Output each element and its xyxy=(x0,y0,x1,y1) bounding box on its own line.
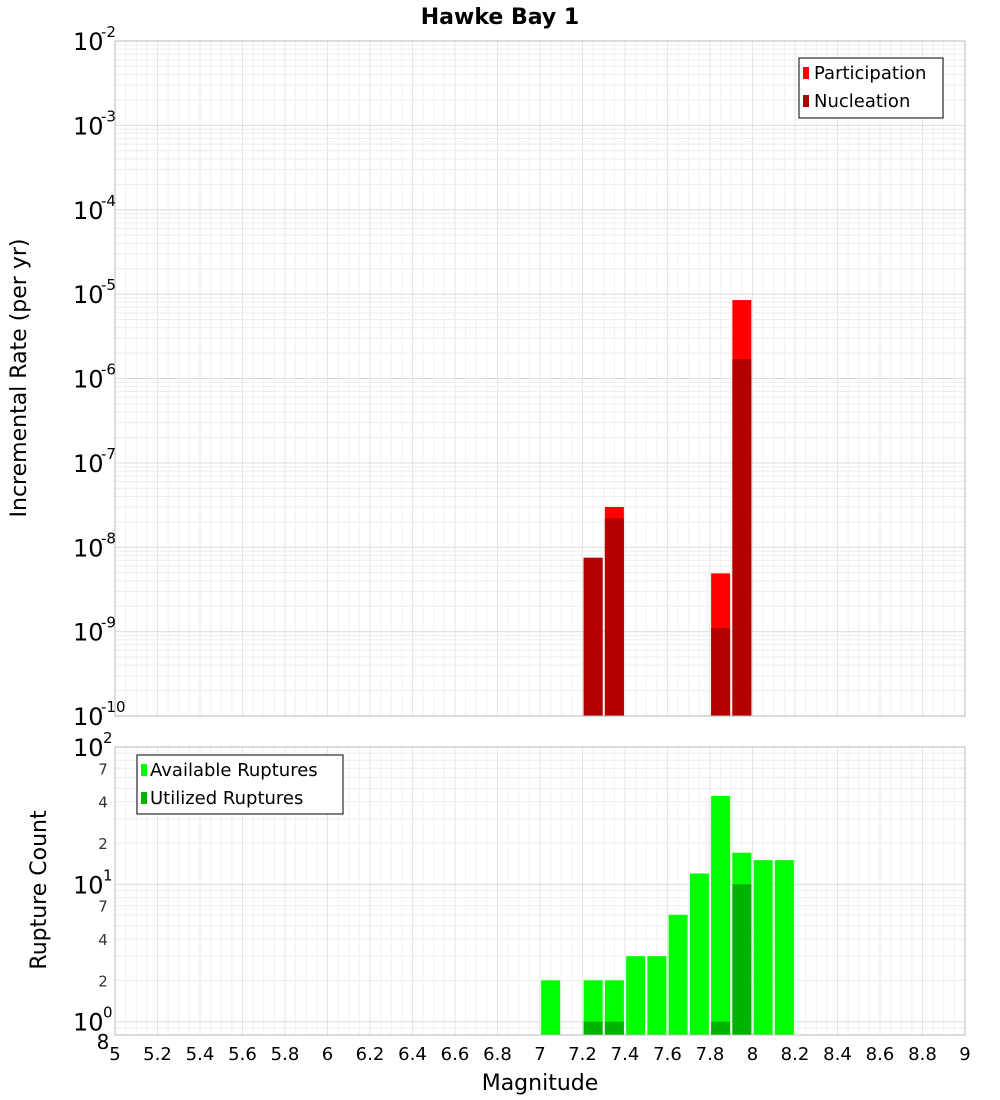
top-bar-nucleation xyxy=(604,518,624,716)
y-tick-label: 10 xyxy=(73,871,104,899)
y-tick-label: 10 xyxy=(73,112,104,140)
y-tick-label: 10 xyxy=(73,281,104,309)
legend-swatch-nucleation xyxy=(803,95,809,107)
bottom-bars xyxy=(541,795,794,1035)
y-tick-minor-label: 2 xyxy=(98,835,108,853)
top-bar-nucleation xyxy=(732,359,752,716)
bottom-bar-available-ruptures xyxy=(604,980,624,1035)
y-tick-exponent: -4 xyxy=(101,192,116,210)
x-tick-label: 6.8 xyxy=(483,1044,512,1065)
x-tick-label: 7 xyxy=(534,1044,545,1065)
bottom-bar-utilized-ruptures xyxy=(583,1021,603,1035)
top-plot-frame xyxy=(114,40,966,717)
x-tick-label: 6.6 xyxy=(441,1044,470,1065)
y-tick-exponent: -8 xyxy=(101,529,116,547)
x-tick-label: 5.2 xyxy=(143,1044,172,1065)
top-legend-box xyxy=(798,57,944,119)
bottom-bar-available-ruptures xyxy=(541,980,561,1035)
bottom-bar-available-ruptures xyxy=(689,873,709,1035)
legend-swatch-participation xyxy=(803,67,809,79)
y-tick-minor-label: 7 xyxy=(98,760,108,778)
legend-label-utilized: Utilized Ruptures xyxy=(150,788,303,809)
y-tick-exponent: -7 xyxy=(101,445,116,463)
y-tick-exponent: -10 xyxy=(101,698,126,716)
top-y-ticks: 10-210-310-410-510-610-710-810-910-10 xyxy=(73,23,126,731)
y-tick-minor-label: 4 xyxy=(98,931,108,949)
x-tick-label: 7.6 xyxy=(653,1044,682,1065)
x-ticks: 5 5.2 5.4 5.6 5.8 6 6.2 6.4 6.6 6.8 7 7.2 7.4 7.6 7.8 8… xyxy=(109,1044,970,1065)
bottom-bar-utilized-ruptures xyxy=(604,1021,624,1035)
x-tick-label: 7.2 xyxy=(568,1044,597,1065)
bottom-y-axis-label: Rupture Count xyxy=(27,810,52,970)
y-tick-exponent: 1 xyxy=(103,866,113,884)
top-legend: Participation Nucleation xyxy=(798,57,944,119)
bottom-legend: Available Ruptures Utilized Ruptures xyxy=(136,754,344,815)
x-tick-label: 5.4 xyxy=(186,1044,215,1065)
x-tick-label: 7.4 xyxy=(611,1044,640,1065)
y-tick-label: 10 xyxy=(73,734,104,762)
top-grid xyxy=(114,40,966,717)
x-tick-label: 8.6 xyxy=(866,1044,895,1065)
x-tick-label: 8.2 xyxy=(781,1044,810,1065)
y-tick-exponent: -3 xyxy=(101,107,116,125)
bottom-bar-available-ruptures xyxy=(774,860,794,1035)
bottom-legend-box xyxy=(136,754,344,815)
x-tick-label: 8.8 xyxy=(908,1044,937,1065)
y-tick-minor-label: 2 xyxy=(98,972,108,990)
bottom-bar-available-ruptures xyxy=(711,795,731,1035)
legend-swatch-available xyxy=(141,764,147,776)
y-tick-label: 10 xyxy=(73,450,104,478)
x-tick-label: 6 xyxy=(322,1044,333,1065)
top-y-axis-label: Incremental Rate (per yr) xyxy=(7,239,32,518)
legend-label-participation: Participation xyxy=(814,63,926,84)
top-bar-nucleation xyxy=(711,628,731,716)
bottom-bar-available-ruptures xyxy=(647,956,667,1035)
legend-label-nucleation: Nucleation xyxy=(814,91,910,112)
y-tick-label: 10 xyxy=(73,197,104,225)
y-tick-label: 10 xyxy=(73,534,104,562)
bottom-bar-available-ruptures xyxy=(668,914,688,1035)
x-axis-label: Magnitude xyxy=(482,1071,599,1096)
bottom-bar-utilized-ruptures xyxy=(732,884,752,1035)
x-tick-label: 7.8 xyxy=(696,1044,725,1065)
x-tick-label: 5.6 xyxy=(228,1044,257,1065)
y-tick-label: 10 xyxy=(73,619,104,647)
bottom-bar-available-ruptures xyxy=(753,860,773,1035)
y-tick-exponent: 0 xyxy=(103,1004,113,1022)
legend-swatch-utilized xyxy=(141,792,147,804)
y-tick-minor-label: 7 xyxy=(98,898,108,916)
top-bars xyxy=(583,300,752,716)
bottom-bar-utilized-ruptures xyxy=(711,1021,731,1035)
x-tick-label: 5 xyxy=(109,1044,120,1065)
y-tick-label: 10 xyxy=(73,28,104,56)
x-tick-label: 8.4 xyxy=(823,1044,852,1065)
y-tick-minor-label: 4 xyxy=(98,794,108,812)
x-tick-label: 8 xyxy=(747,1044,758,1065)
bottom-bar-available-ruptures xyxy=(583,980,603,1035)
x-tick-label: 5.8 xyxy=(271,1044,300,1065)
x-tick-label: 6.4 xyxy=(398,1044,427,1065)
chart-title: Hawke Bay 1 xyxy=(421,5,579,30)
x-tick-label: 6.2 xyxy=(356,1044,385,1065)
y-tick-exponent: -2 xyxy=(101,23,116,41)
legend-label-available: Available Ruptures xyxy=(150,760,318,781)
bottom-plot-frame xyxy=(114,746,966,1036)
y-tick-exponent: -5 xyxy=(101,276,116,294)
y-tick-label: 10 xyxy=(73,366,104,394)
y-tick-minor-label: 8 xyxy=(97,1030,110,1054)
y-tick-label: 10 xyxy=(73,703,104,731)
top-bar-nucleation xyxy=(583,557,603,716)
bottom-bar-available-ruptures xyxy=(626,956,646,1035)
y-tick-exponent: -9 xyxy=(101,614,116,632)
y-tick-exponent: -6 xyxy=(101,361,116,379)
x-tick-label: 9 xyxy=(959,1044,970,1065)
y-tick-exponent: 2 xyxy=(103,729,113,747)
y-tick-label: 10 xyxy=(73,1009,104,1037)
